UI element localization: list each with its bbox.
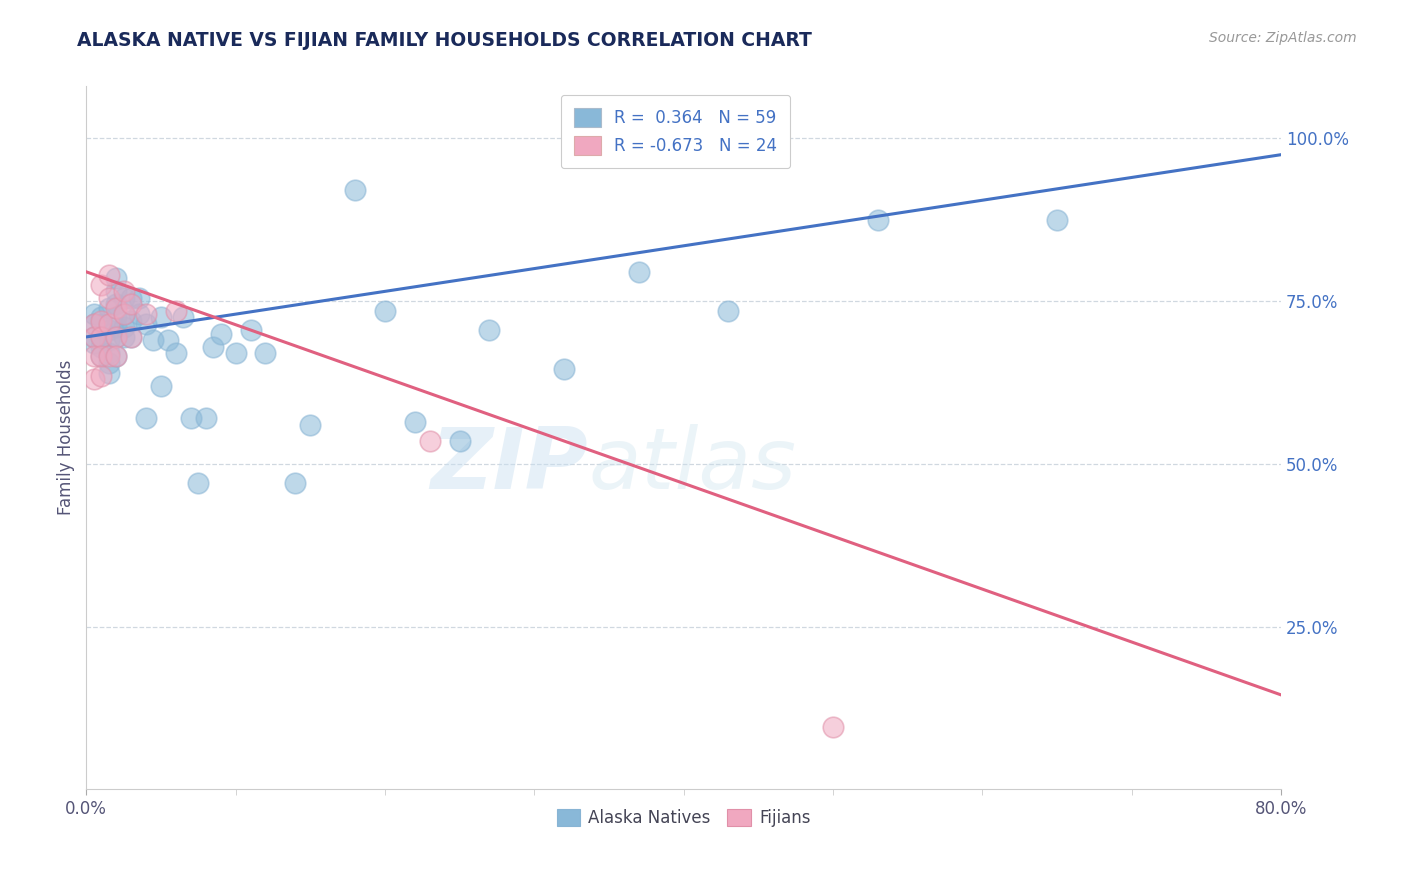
Point <box>97 301 120 315</box>
Point <box>202 340 225 354</box>
Text: ALASKA NATIVE VS FIJIAN FAMILY HOUSEHOLDS CORRELATION CHART: ALASKA NATIVE VS FIJIAN FAMILY HOUSEHOLD… <box>77 31 813 50</box>
Text: atlas: atlas <box>588 425 796 508</box>
Point <box>627 265 650 279</box>
Point <box>97 366 120 380</box>
Point <box>90 350 112 364</box>
Point <box>90 310 112 325</box>
Point <box>254 346 277 360</box>
Point <box>120 330 142 344</box>
Point <box>374 304 396 318</box>
Point <box>120 297 142 311</box>
Point <box>97 350 120 364</box>
Point <box>83 372 105 386</box>
Point <box>97 356 120 370</box>
Point <box>112 330 135 344</box>
Point <box>90 277 112 292</box>
Point <box>105 330 128 344</box>
Point <box>553 362 575 376</box>
Point <box>172 310 194 325</box>
Point <box>180 411 202 425</box>
Point <box>135 307 157 321</box>
Point <box>135 317 157 331</box>
Point <box>149 378 172 392</box>
Point <box>105 301 128 315</box>
Point <box>142 333 165 347</box>
Point <box>1046 212 1069 227</box>
Point <box>90 330 112 344</box>
Point <box>112 307 135 321</box>
Point <box>821 720 844 734</box>
Point <box>239 323 262 337</box>
Point <box>112 307 135 321</box>
Point <box>209 326 232 341</box>
Point <box>112 285 135 299</box>
Point <box>478 323 501 337</box>
Point <box>97 346 120 360</box>
Legend: Alaska Natives, Fijians: Alaska Natives, Fijians <box>550 802 817 834</box>
Point <box>90 368 112 383</box>
Text: Source: ZipAtlas.com: Source: ZipAtlas.com <box>1209 31 1357 45</box>
Point <box>90 340 112 354</box>
Text: ZIP: ZIP <box>430 425 588 508</box>
Point <box>105 285 128 299</box>
Point <box>112 320 135 334</box>
Point <box>717 304 740 318</box>
Point <box>83 350 105 364</box>
Point <box>97 268 120 282</box>
Point <box>105 320 128 334</box>
Point <box>120 291 142 305</box>
Point <box>419 434 441 448</box>
Point <box>128 291 150 305</box>
Point <box>105 271 128 285</box>
Point <box>83 330 105 344</box>
Point <box>97 323 120 337</box>
Point <box>225 346 247 360</box>
Point <box>105 310 128 325</box>
Point <box>90 330 112 344</box>
Point <box>105 350 128 364</box>
Point <box>83 336 105 351</box>
Point <box>97 317 120 331</box>
Point <box>449 434 471 448</box>
Point <box>83 307 105 321</box>
Point <box>97 291 120 305</box>
Point <box>112 291 135 305</box>
Point <box>404 415 426 429</box>
Point <box>284 476 307 491</box>
Point <box>120 313 142 327</box>
Point <box>149 310 172 325</box>
Point <box>90 313 112 327</box>
Point <box>194 411 217 425</box>
Point <box>299 417 322 432</box>
Point <box>120 330 142 344</box>
Point <box>165 304 187 318</box>
Point <box>83 317 105 331</box>
Point <box>187 476 209 491</box>
Point <box>83 330 105 344</box>
Point <box>90 350 112 364</box>
Point <box>105 350 128 364</box>
Point <box>83 317 105 331</box>
Point <box>157 333 180 347</box>
Point <box>165 346 187 360</box>
Point <box>105 330 128 344</box>
Point <box>97 333 120 347</box>
Point <box>866 212 889 227</box>
Point <box>128 307 150 321</box>
Point <box>344 184 367 198</box>
Y-axis label: Family Households: Family Households <box>58 360 75 516</box>
Point <box>135 411 157 425</box>
Point <box>90 317 112 331</box>
Point <box>105 297 128 311</box>
